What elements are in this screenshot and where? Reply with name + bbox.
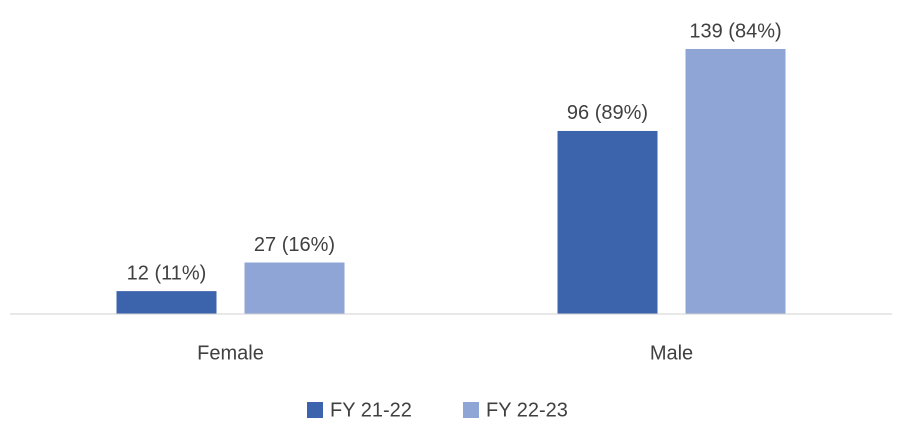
bar: [116, 291, 217, 314]
data-label: 96 (89%): [567, 102, 648, 124]
bar: [685, 48, 786, 315]
data-label: 139 (84%): [689, 20, 781, 42]
data-label: 12 (11%): [127, 262, 207, 284]
x-tick-label: Male: [650, 342, 693, 364]
bar: [557, 130, 658, 314]
legend-swatch: [463, 402, 479, 418]
x-tick-label: Female: [197, 342, 264, 364]
bar: [244, 262, 345, 314]
legend-label: FY 22-23: [486, 399, 568, 421]
legend-swatch: [307, 402, 323, 418]
data-label: 27 (16%): [254, 234, 335, 256]
legend-label: FY 21-22: [330, 399, 412, 421]
